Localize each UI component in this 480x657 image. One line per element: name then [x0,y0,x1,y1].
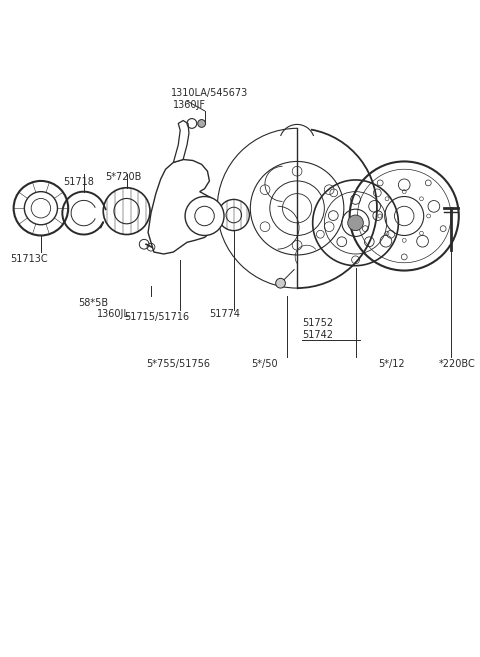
Text: 5*755/51756: 5*755/51756 [146,359,210,369]
Polygon shape [173,120,189,162]
Circle shape [348,215,363,231]
Circle shape [198,120,205,127]
Text: 5*/12: 5*/12 [378,359,405,369]
Circle shape [185,196,224,235]
Text: *220BC: *220BC [438,359,475,369]
Text: 51715/51716: 51715/51716 [125,313,190,323]
Text: 58*5B: 58*5B [78,298,108,308]
Circle shape [276,279,286,288]
Text: 5*720B: 5*720B [105,172,142,182]
Text: 51713C: 51713C [10,254,48,264]
Text: 51752: 51752 [302,318,333,328]
Text: 51774: 51774 [209,309,240,319]
Text: 1360JF: 1360JF [173,100,206,110]
Text: 1360JL: 1360JL [97,309,130,319]
Text: 51742: 51742 [302,330,333,340]
Polygon shape [148,160,219,254]
Text: 1310LA/545673: 1310LA/545673 [170,89,248,99]
Text: 5*/50: 5*/50 [252,359,278,369]
Text: 51718: 51718 [63,177,94,187]
